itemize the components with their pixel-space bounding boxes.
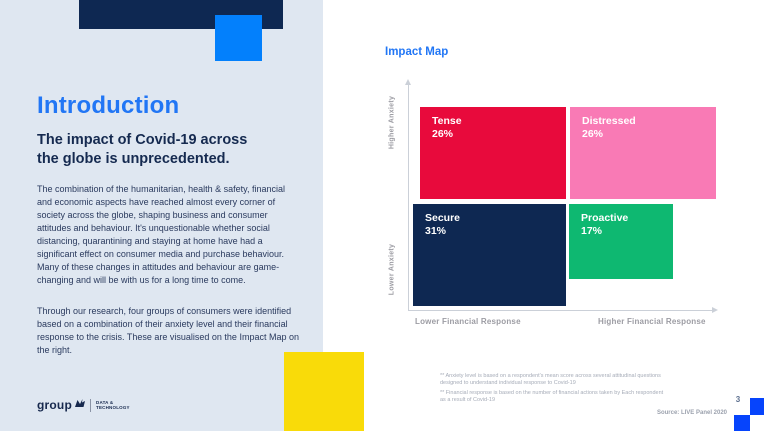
logo-divider	[90, 398, 91, 412]
quadrant-distressed: Distressed 26%	[570, 107, 716, 199]
left-panel-background	[0, 0, 323, 431]
deco-blue-square	[215, 15, 262, 61]
corner-blue-square-top	[750, 398, 764, 415]
quadrant-tense: Tense 26%	[420, 107, 566, 199]
quadrant-name: Tense	[432, 115, 462, 127]
quadrant-value: 26%	[582, 128, 604, 140]
corner-blue-square-bottom	[734, 415, 750, 431]
quadrant-name: Secure	[425, 212, 461, 224]
footnote-financial: ** Financial response is based on the nu…	[440, 390, 664, 403]
quadrant-proactive: Proactive 17%	[569, 204, 673, 279]
groupm-m-icon	[75, 399, 85, 407]
page-number: 3	[735, 395, 741, 404]
chart-title: Impact Map	[385, 46, 449, 58]
x-axis-line	[408, 310, 714, 311]
page-title: Introduction	[37, 92, 180, 119]
y-axis-line	[408, 84, 409, 311]
x-axis-label-low: Lower Financial Response	[415, 317, 521, 326]
deco-yellow-square	[284, 352, 364, 431]
intro-paragraph-2: Through our research, four groups of con…	[37, 306, 299, 355]
quadrant-value: 31%	[425, 225, 447, 237]
x-axis-arrow-icon	[712, 307, 718, 313]
logo-division-text: DATA & TECHNOLOGY	[96, 399, 130, 411]
source-text: Source: LIVE Panel 2020	[656, 410, 727, 416]
x-axis-label-high: Higher Financial Response	[598, 317, 706, 326]
quadrant-value: 26%	[432, 128, 454, 140]
logo-brand-text: group	[37, 398, 72, 412]
y-axis-label-high: Higher Anxiety	[388, 95, 396, 150]
y-axis-arrow-icon	[405, 79, 411, 85]
quadrant-name: Proactive	[581, 212, 629, 224]
page-subtitle: The impact of Covid-19 across the globe …	[37, 132, 248, 167]
quadrant-secure: Secure 31%	[413, 204, 566, 306]
footnote-anxiety: ** Anxiety level is based on a responden…	[440, 373, 661, 386]
footnotes: ** Anxiety level is based on a responden…	[440, 373, 670, 407]
quadrant-value: 17%	[581, 225, 603, 237]
intro-paragraph-1: The combination of the humanitarian, hea…	[37, 184, 285, 285]
y-axis-label-low: Lower Anxiety	[388, 243, 396, 296]
quadrant-name: Distressed	[582, 115, 636, 127]
groupm-logo: group DATA & TECHNOLOGY	[37, 398, 130, 412]
